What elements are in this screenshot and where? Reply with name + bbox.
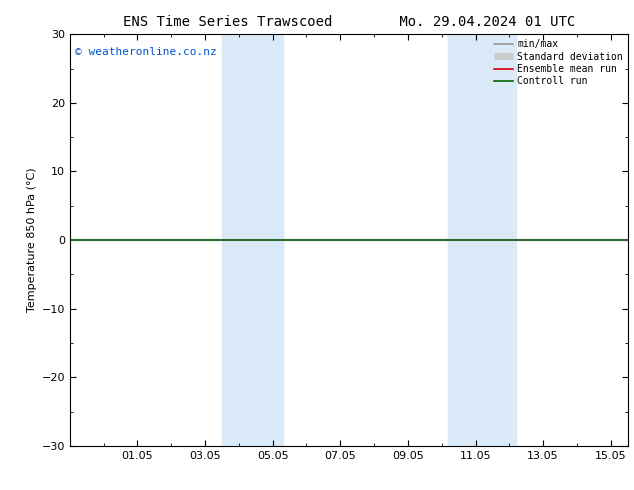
Title: ENS Time Series Trawscoed        Mo. 29.04.2024 01 UTC: ENS Time Series Trawscoed Mo. 29.04.2024… <box>122 15 575 29</box>
Text: © weatheronline.co.nz: © weatheronline.co.nz <box>75 47 217 57</box>
Legend: min/max, Standard deviation, Ensemble mean run, Controll run: min/max, Standard deviation, Ensemble me… <box>494 39 623 86</box>
Y-axis label: Temperature 850 hPa (°C): Temperature 850 hPa (°C) <box>27 168 37 313</box>
Bar <box>222 34 283 446</box>
Bar <box>448 34 516 446</box>
